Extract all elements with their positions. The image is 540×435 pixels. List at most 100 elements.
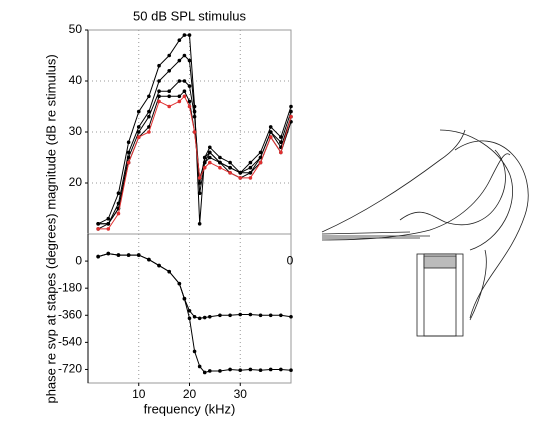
marker (157, 263, 161, 268)
marker (167, 269, 171, 274)
probe-tip (423, 255, 457, 269)
marker (177, 99, 182, 104)
marker (147, 257, 151, 262)
marker (167, 53, 171, 58)
marker (248, 176, 253, 180)
marker (248, 171, 253, 175)
outline (321, 153, 511, 241)
marker (106, 222, 111, 226)
y-tick-label: 20 (69, 175, 83, 189)
marker (258, 155, 263, 160)
marker (238, 176, 243, 180)
marker (116, 253, 121, 257)
marker (187, 84, 192, 88)
outline (321, 129, 466, 233)
marker (126, 140, 131, 144)
marker (202, 155, 207, 160)
marker (126, 155, 131, 160)
marker (187, 99, 192, 104)
marker (177, 58, 182, 63)
marker (218, 160, 222, 165)
marker (182, 89, 187, 93)
marker (202, 370, 207, 375)
marker (182, 53, 187, 58)
marker (228, 313, 232, 318)
marker (106, 227, 111, 231)
marker (126, 150, 131, 155)
marker (208, 145, 212, 150)
marker (182, 79, 187, 83)
tectorial (439, 129, 513, 251)
outer-wall (454, 140, 529, 319)
x-tick-label: 30 (234, 387, 248, 401)
marker (248, 165, 253, 170)
marker (96, 222, 100, 226)
marker (197, 191, 202, 195)
chart-title: 50 dB SPL stimulus (133, 8, 246, 23)
marker (136, 253, 141, 257)
marker (177, 79, 182, 83)
marker (147, 130, 151, 134)
marker (136, 130, 141, 134)
y-tick-label: -360 (58, 307, 82, 321)
marker (136, 125, 141, 129)
marker (177, 38, 182, 42)
marker (279, 150, 283, 155)
marker (238, 368, 243, 373)
series-line (98, 253, 292, 319)
y-tick-label: 40 (69, 73, 83, 87)
y-tick-label: 30 (69, 124, 83, 138)
marker (126, 253, 131, 257)
marker (136, 109, 141, 114)
marker (202, 165, 207, 170)
probe-inner (423, 253, 457, 337)
marker (218, 369, 222, 373)
marker (197, 222, 202, 226)
marker (197, 176, 202, 180)
marker (192, 130, 197, 134)
marker (268, 135, 273, 139)
marker (147, 114, 151, 119)
marker (208, 155, 212, 160)
marker (208, 314, 212, 319)
marker (147, 109, 151, 114)
marker (289, 109, 293, 114)
marker (126, 160, 131, 165)
marker (187, 308, 192, 313)
marker (248, 312, 253, 317)
marker (167, 89, 171, 93)
y-axis-label: magnitude (dB re stimulus) (43, 54, 58, 209)
marker (258, 368, 263, 373)
marker (157, 99, 161, 104)
organ (399, 149, 506, 226)
marker (177, 281, 182, 286)
marker (218, 155, 222, 160)
marker (197, 316, 202, 321)
marker (187, 316, 192, 321)
marker (268, 125, 273, 129)
membranes (321, 231, 430, 239)
y-tick-label: 50 (69, 22, 83, 36)
y-tick-label: -540 (58, 335, 82, 349)
marker (289, 314, 293, 319)
marker (268, 130, 273, 134)
series-line (98, 54, 292, 225)
marker (177, 94, 182, 99)
y-tick-label: -720 (58, 362, 82, 376)
marker (167, 94, 171, 99)
marker (167, 104, 171, 109)
series-line (98, 253, 292, 374)
marker (157, 94, 161, 99)
marker (289, 114, 293, 119)
marker (279, 313, 283, 318)
marker (192, 349, 197, 354)
marker (279, 140, 283, 144)
marker (248, 367, 253, 372)
marker (192, 114, 197, 119)
marker (96, 227, 100, 231)
cochlea-diagram (321, 129, 529, 337)
marker (182, 33, 187, 37)
marker (187, 58, 192, 63)
marker (228, 171, 232, 175)
marker (157, 89, 161, 93)
